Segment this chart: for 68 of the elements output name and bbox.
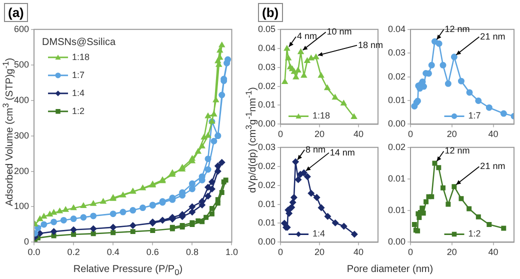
y-tick-label: 400 <box>14 94 30 105</box>
y-tick-label: 300 <box>14 130 30 140</box>
annotation: 18 nm <box>358 40 384 50</box>
y-tick-label: 0.05 <box>258 24 276 34</box>
y-tick-label: 0.00 <box>258 236 276 247</box>
legend-title: DMSNs@Ssilica <box>42 37 116 48</box>
legend-label: 1:2 <box>72 106 85 116</box>
annotation: 12 nm <box>444 146 470 156</box>
legend-label: 1:4 <box>312 228 326 239</box>
x-tick-label: 20 <box>314 247 325 258</box>
y-tick-label: 0.01 <box>258 218 276 228</box>
x-tick-label: 40 <box>488 129 498 140</box>
x-axis-title: Relative Pressure (P/P$_{0}$) <box>73 264 183 278</box>
x-tick-label: 40 <box>353 129 364 140</box>
chart-title: (b) <box>258 3 283 22</box>
x-tick-label: 0 <box>278 129 284 140</box>
legend-label: 1:18 <box>72 52 90 62</box>
y-tick-label: 500 <box>14 59 30 70</box>
y-tick-label: 0.04 <box>388 24 406 34</box>
y-tick-label: 0.01 <box>388 205 406 216</box>
legend-label: 1:7 <box>468 110 481 121</box>
x-tick-label: 0.2 <box>67 247 80 258</box>
y-tick-label: 0.02 <box>388 71 406 82</box>
y-tick-label: 100 <box>14 201 30 212</box>
x-tick-label: 40 <box>488 247 498 258</box>
y-tick-label: 0.01 <box>258 198 276 209</box>
y-tick-label: 0.03 <box>258 142 276 152</box>
y-tick-label: 0 <box>24 236 30 247</box>
y-tick-label: 0.00 <box>388 236 406 247</box>
annotation: 21 nm <box>480 161 506 172</box>
x-tick-label: 20 <box>446 247 457 258</box>
y-tick-label: 0.01 <box>258 100 276 110</box>
x-tick-label: 0 <box>408 247 414 258</box>
x-axis-title: Pore diameter (nm) <box>346 264 434 276</box>
y-tick-label: 600 <box>14 24 30 34</box>
y-tick-label: 0.01 <box>388 173 406 184</box>
y-tick-label: 0.02 <box>258 160 276 171</box>
y-tick-label: 0.02 <box>258 180 276 190</box>
y-tick-label: 0.02 <box>388 142 406 152</box>
x-tick-label: 1.0 <box>225 247 238 258</box>
annotation: 4 nm <box>296 31 317 42</box>
x-tick-label: 0 <box>278 247 284 258</box>
chart-title: (a) <box>4 3 28 22</box>
x-tick-label: 0.6 <box>146 247 159 258</box>
legend-label: 1:2 <box>468 228 481 239</box>
y-tick-label: 200 <box>14 166 30 176</box>
y-tick-label: 0.02 <box>258 80 276 91</box>
y-tick-label: 0.04 <box>258 42 276 53</box>
y-tick-label: 0.00 <box>258 118 276 129</box>
y-tick-label: 0.00 <box>388 118 406 129</box>
x-tick-label: 0.4 <box>106 247 120 258</box>
annotation: 12 nm <box>444 24 470 34</box>
x-tick-label: 0.8 <box>186 247 198 258</box>
annotation: 8 nm <box>306 144 326 154</box>
y-tick-label: 0.03 <box>388 48 406 58</box>
legend-label: 1:18 <box>312 110 330 121</box>
x-tick-label: 0.0 <box>28 247 40 258</box>
legend-label: 1:7 <box>72 70 85 80</box>
y-tick-label: 0.03 <box>258 62 276 72</box>
annotation: 14 nm <box>330 147 355 158</box>
y-tick-label: 0.01 <box>388 94 406 105</box>
x-tick-label: 40 <box>353 247 364 258</box>
x-tick-label: 20 <box>314 129 325 140</box>
x-tick-label: 0 <box>408 129 414 140</box>
x-tick-label: 20 <box>446 129 457 140</box>
annotation: 10 nm <box>326 26 352 37</box>
legend-label: 1:4 <box>72 88 85 98</box>
annotation: 21 nm <box>480 31 506 42</box>
